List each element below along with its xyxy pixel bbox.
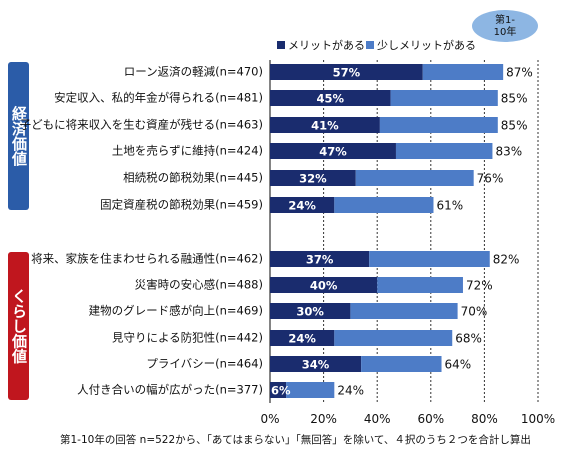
legend-entry-light: 少しメリットがある: [377, 38, 476, 52]
bar-total-label: 68%: [455, 332, 482, 346]
gridlines: [269, 60, 539, 403]
bar-total-label: 61%: [436, 199, 463, 213]
category-label: ローン返済の軽減(n=470): [124, 65, 263, 79]
bar-segment-slight-merit: [379, 117, 498, 133]
legend-entry-dark: メリットがある: [288, 38, 365, 52]
x-tick-label: 40%: [364, 412, 391, 426]
category-label: 固定資産税の節税効果(n=459): [100, 198, 263, 212]
group-label-living: くらし価値: [10, 289, 28, 365]
category-label: プライバシー(n=464): [146, 357, 263, 371]
bar-value-label: 6%: [271, 384, 291, 398]
bar-total-label: 83%: [495, 145, 522, 159]
category-label: 人付き合いの幅が広がった(n=377): [77, 383, 263, 397]
bar-segment-merit: [270, 277, 378, 293]
legend-swatch-dark: [277, 41, 285, 49]
bar-segment-slight-merit: [286, 382, 335, 398]
bar-segment-slight-merit: [369, 251, 490, 267]
period-badge: 第1- 10年: [472, 10, 538, 42]
bar-value-label: 45%: [317, 92, 345, 106]
bar-value-label: 32%: [299, 172, 327, 186]
bar-segment-slight-merit: [350, 303, 458, 319]
bar-segment-slight-merit: [395, 143, 493, 159]
bar-total-label: 64%: [445, 358, 472, 372]
category-label: 将来、家族を住まわせられる融通性(n=462): [31, 252, 263, 266]
x-tick-label: 0%: [260, 412, 279, 426]
bar-total-label: 85%: [501, 119, 528, 133]
group-panel-economic: 経済価値: [8, 62, 29, 210]
bar-segment-slight-merit: [422, 64, 504, 80]
bar-value-label: 57%: [333, 66, 361, 80]
x-tick-label: 20%: [310, 412, 337, 426]
bar-segment-merit: [270, 356, 362, 372]
bar-segment-merit: [270, 197, 335, 213]
bars: 57% 87% 45% 85% 41% 85% 47% 83% 32% 76% 24% 61% 37% 8…: [270, 64, 533, 398]
bar-value-label: 24%: [288, 332, 316, 346]
legend-swatch-light: [366, 41, 374, 49]
bar-segment-merit: [270, 382, 287, 398]
bar-segment-merit: [270, 90, 391, 106]
x-axis: 0% 20% 40% 60% 80% 100%: [260, 412, 555, 426]
bar-segment-slight-merit: [390, 90, 498, 106]
category-label: 建物のグレード感が向上(n=469): [89, 304, 263, 318]
bar-segment-slight-merit: [377, 277, 463, 293]
bar-total-label: 87%: [506, 66, 533, 80]
bar-segment-merit: [270, 117, 380, 133]
x-tick-label: 80%: [471, 412, 498, 426]
bar-segment-merit: [270, 64, 423, 80]
category-labels: ローン返済の軽減(n=470) 安定収入、私的年金が得られる(n=481) 子どもに…: [20, 65, 263, 397]
legend: メリットがある 少しメリットがある: [277, 38, 476, 52]
group-panel-living-bg: [8, 252, 29, 400]
category-label: 安定収入、私的年金が得られる(n=481): [54, 91, 263, 105]
bar-value-label: 41%: [311, 119, 339, 133]
category-label: 子どもに将来収入を生む資産が残せる(n=463): [20, 118, 263, 132]
bar-total-label: 76%: [477, 172, 504, 186]
bar-value-label: 40%: [310, 279, 338, 293]
x-tick-label: 60%: [417, 412, 444, 426]
bar-value-label: 24%: [288, 199, 316, 213]
bar-total-label: 85%: [501, 92, 528, 106]
group-label-economic: 経済価値: [10, 105, 28, 167]
bar-segment-merit: [270, 303, 351, 319]
group-panel-living: くらし価値: [8, 252, 29, 400]
bar-value-label: 37%: [306, 253, 334, 267]
bar-segment-merit: [270, 170, 356, 186]
bar-segment-slight-merit: [361, 356, 442, 372]
bar-total-label: 24%: [337, 384, 364, 398]
category-label: 相続税の節税効果(n=445): [123, 171, 263, 185]
bar-segment-slight-merit: [355, 170, 474, 186]
group-panel-economic-bg: [8, 62, 29, 210]
bar-total-label: 82%: [493, 253, 520, 267]
category-label: 土地を売らずに維持(n=424): [112, 144, 263, 158]
badge-line1: 第1-: [495, 13, 515, 26]
badge-line2: 10年: [494, 25, 517, 38]
category-label: 災害時の安心感(n=488): [135, 278, 263, 292]
badge-shape: [472, 10, 538, 42]
bar-segment-merit: [270, 251, 370, 267]
bar-value-label: 30%: [296, 305, 324, 319]
bar-segment-merit: [270, 143, 396, 159]
category-label: 見守りによる防犯性(n=442): [112, 331, 263, 345]
x-tick-label: 100%: [521, 412, 555, 426]
footnote: 第1-10年の回答 n=522から、「あてはまらない」「無回答」を除いて、４択の…: [60, 433, 531, 446]
bar-segment-merit: [270, 330, 335, 346]
bar-segment-slight-merit: [334, 197, 434, 213]
bar-total-label: 72%: [466, 279, 493, 293]
bar-segment-slight-merit: [334, 330, 453, 346]
bar-total-label: 70%: [461, 305, 488, 319]
bar-value-label: 47%: [319, 145, 347, 159]
bar-value-label: 34%: [302, 358, 330, 372]
